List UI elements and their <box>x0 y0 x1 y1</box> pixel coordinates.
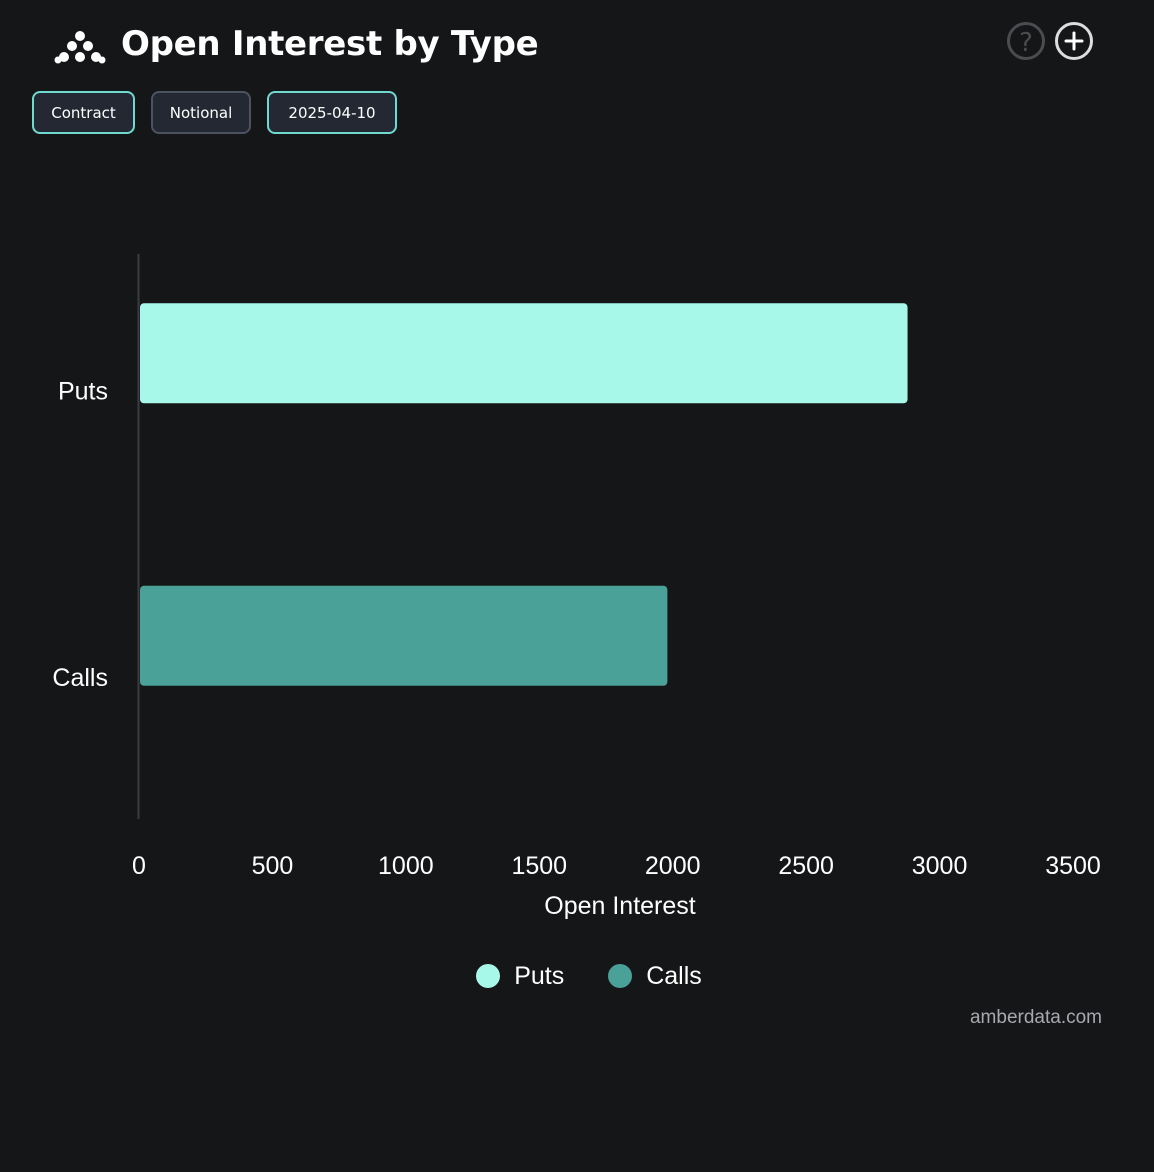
legend-item-puts[interactable]: Puts <box>476 956 564 996</box>
source-attribution: amberdata.com <box>969 1007 1102 1028</box>
legend-dot-calls <box>608 964 633 988</box>
y-tick-label-puts: Puts <box>58 377 108 405</box>
plus-circle-icon[interactable] <box>1054 21 1094 61</box>
amberdata-logo-icon <box>54 31 106 64</box>
contract-toggle-button[interactable]: Contract <box>32 91 135 134</box>
legend-label-puts: Puts <box>514 961 565 990</box>
svg-text:?: ? <box>1019 28 1033 58</box>
date-picker-button[interactable]: 2025-04-10 <box>267 91 397 134</box>
chart-legend: Puts Calls <box>0 956 1154 996</box>
notional-toggle-button[interactable]: Notional <box>151 91 251 134</box>
y-tick-label-calls: Calls <box>52 664 108 692</box>
x-tick-label: 3500 <box>1045 852 1101 880</box>
chart-title: Open Interest by Type <box>121 24 539 64</box>
bar-calls <box>140 585 668 686</box>
x-axis-title: Open Interest <box>544 892 696 920</box>
bar-puts <box>140 303 908 404</box>
legend-label-calls: Calls <box>646 961 702 990</box>
x-tick-label: 1500 <box>511 852 567 880</box>
x-tick-label: 3000 <box>912 852 968 880</box>
legend-dot-puts <box>476 964 501 988</box>
x-tick-label: 0 <box>132 852 146 880</box>
legend-item-calls[interactable]: Calls <box>608 956 702 996</box>
x-tick-label: 500 <box>252 852 294 880</box>
x-tick-label: 2000 <box>645 852 701 880</box>
x-tick-label: 1000 <box>378 852 434 880</box>
help-circle-icon[interactable]: ? <box>1006 21 1046 61</box>
x-tick-label: 2500 <box>778 852 834 880</box>
